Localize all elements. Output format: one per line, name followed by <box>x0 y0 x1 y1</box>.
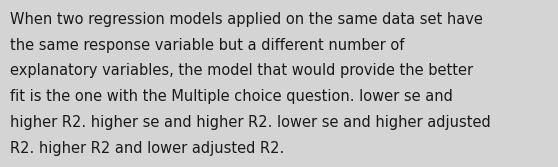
Text: When two regression models applied on the same data set have: When two regression models applied on th… <box>10 12 483 27</box>
Text: fit is the one with the Multiple choice question. lower se and: fit is the one with the Multiple choice … <box>10 89 453 104</box>
Text: explanatory variables, the model that would provide the better: explanatory variables, the model that wo… <box>10 63 473 78</box>
Text: R2. higher R2 and lower adjusted R2.: R2. higher R2 and lower adjusted R2. <box>10 141 284 156</box>
Text: higher R2. higher se and higher R2. lower se and higher adjusted: higher R2. higher se and higher R2. lowe… <box>10 115 491 130</box>
Text: the same response variable but a different number of: the same response variable but a differe… <box>10 38 405 53</box>
